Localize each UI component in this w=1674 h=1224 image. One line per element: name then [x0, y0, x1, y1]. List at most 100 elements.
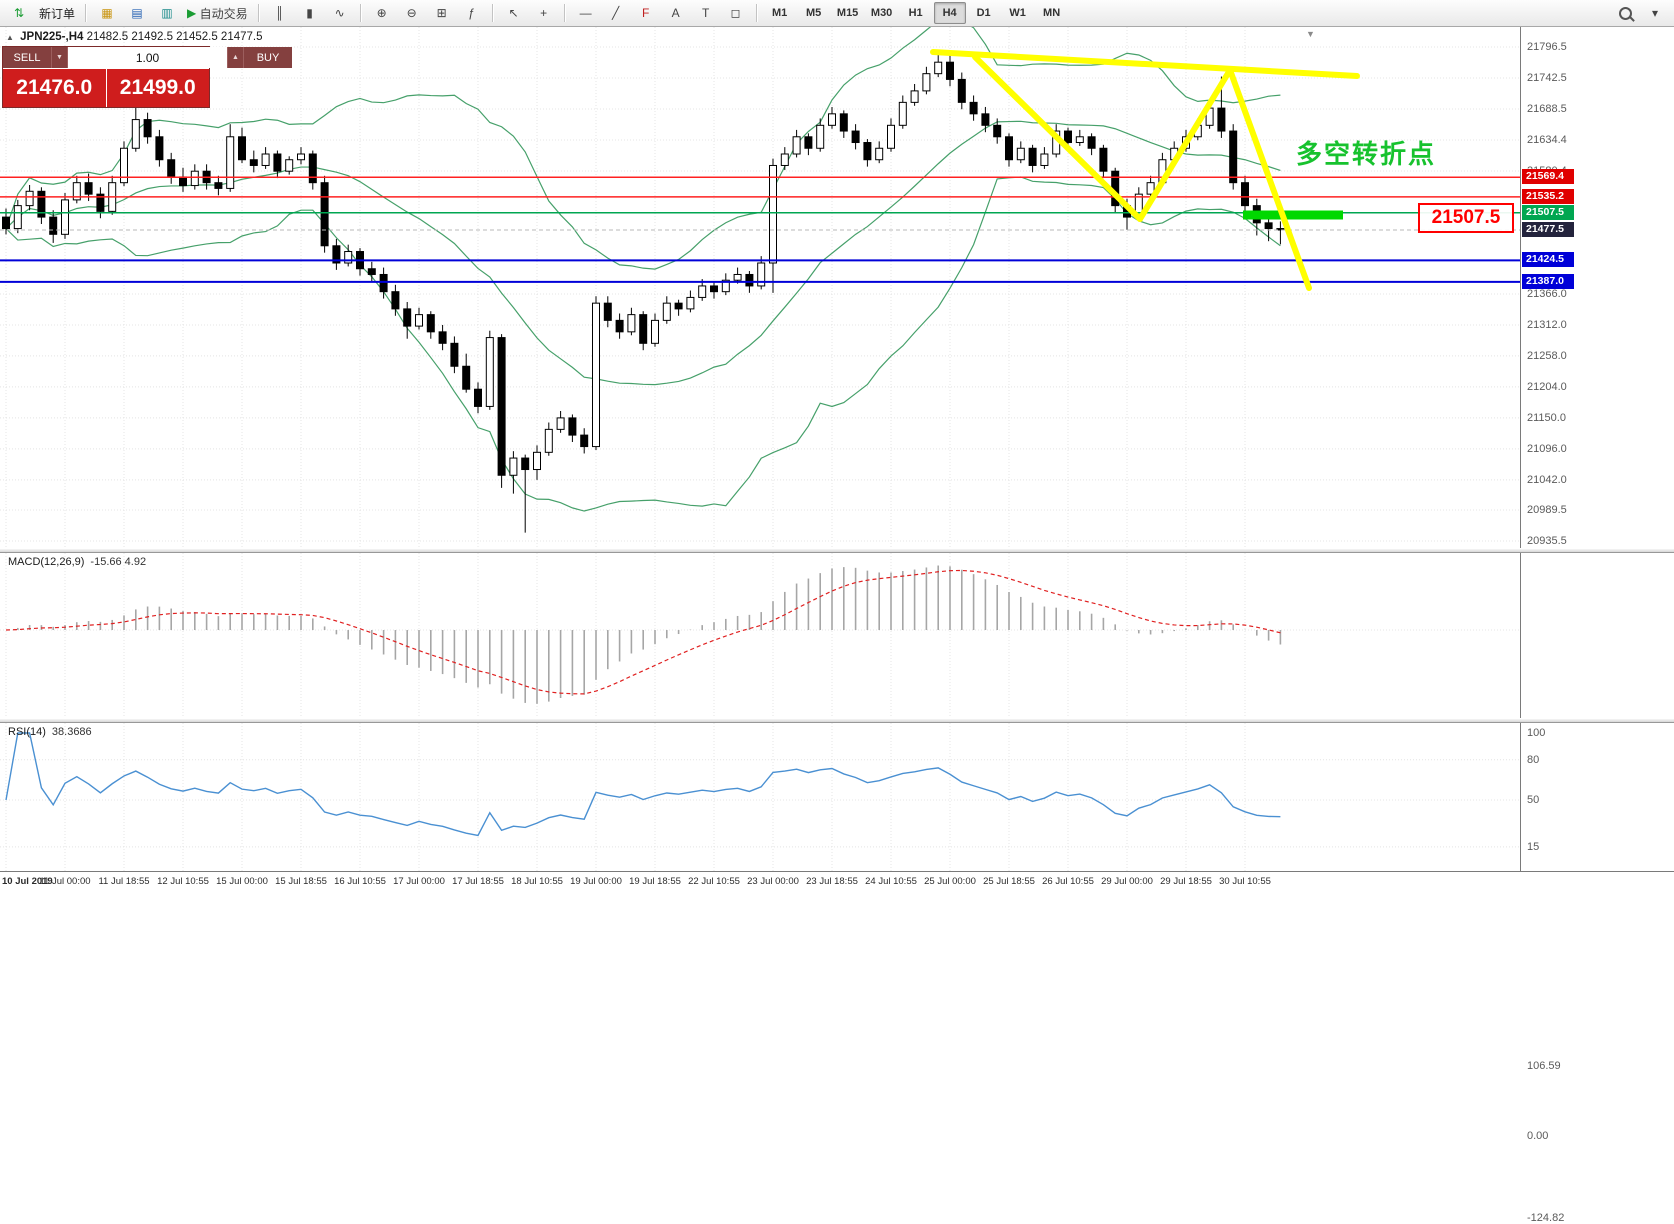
data-window-icon[interactable]: ▥	[161, 6, 173, 20]
time-axis-label: 25 Jul 00:00	[924, 876, 976, 887]
tile-windows-icon[interactable]: ⊞	[436, 6, 447, 20]
time-axis-label: 29 Jul 00:00	[1101, 876, 1153, 887]
timeframe-h1-button[interactable]: H1	[908, 7, 923, 19]
time-axis-label: 17 Jul 00:00	[393, 876, 445, 887]
time-axis-label: 12 Jul 10:55	[157, 876, 209, 887]
time-axis-label: 19 Jul 18:55	[629, 876, 681, 887]
volume-up-button[interactable]: ▲	[227, 47, 244, 68]
macd-tick-label: -124.82	[1527, 1212, 1565, 1224]
time-axis-label: 29 Jul 18:55	[1160, 876, 1212, 887]
symbol-label: JPN225-,H4	[20, 31, 84, 43]
time-axis-label: 15 Jul 18:55	[275, 876, 327, 887]
shapes-icon[interactable]: ◻	[730, 6, 741, 20]
chart-canvas[interactable]	[0, 27, 1520, 871]
macd-tick-label: 0.00	[1527, 1130, 1549, 1143]
timeframe-m30-button[interactable]: M30	[870, 7, 893, 19]
macd-tick-label: 106.59	[1527, 1060, 1561, 1072]
crosshair-icon[interactable]: +	[540, 6, 548, 20]
price-annotation-box: 21507.5	[1418, 203, 1514, 233]
time-axis-label: 23 Jul 00:00	[747, 876, 799, 887]
new-order-icon[interactable]: ⇅	[13, 6, 25, 20]
time-axis-label: 10 Jul 2019	[2, 876, 53, 887]
fibonacci-icon[interactable]: F	[641, 6, 650, 20]
sell-button[interactable]: SELL	[3, 47, 51, 68]
time-axis-label: 11 Jul 18:55	[98, 876, 150, 887]
autotrading-button[interactable]: ▶ 自动交易	[187, 6, 248, 21]
sell-price-button[interactable]: 21476.0	[3, 69, 106, 107]
buy-button[interactable]: BUY	[244, 47, 292, 68]
price-tick-label: 21796.5	[1527, 41, 1567, 53]
zoom-in-icon[interactable]: ⊕	[376, 6, 387, 20]
trendline-icon[interactable]: ╱	[611, 6, 620, 20]
candlestick-icon[interactable]: ▮	[306, 6, 313, 20]
price-tick-label: 21204.0	[1527, 380, 1567, 393]
text-icon[interactable]: A	[671, 6, 680, 20]
line-chart-icon[interactable]: ∿	[334, 6, 345, 20]
toolbar-dropdown-icon[interactable]: ▾	[1651, 6, 1659, 20]
rsi-label: RSI(14) 38.3686	[8, 726, 92, 738]
price-tick-label: 20989.5	[1527, 503, 1567, 516]
zoom-out-icon[interactable]: ⊖	[406, 6, 417, 20]
turning-point-annotation: 多空转折点	[1296, 139, 1437, 169]
time-axis-label: 11 Jul 00:00	[39, 876, 91, 887]
price-tick-label: 21150.0	[1527, 411, 1566, 424]
price-axis: 21796.521742.521688.521634.421580.421366…	[1520, 27, 1674, 1224]
symbol-info: ▲ JPN225-,H4 21482.5 21492.5 21452.5 214…	[6, 31, 263, 43]
time-axis-label: 23 Jul 18:55	[806, 876, 858, 887]
timeframe-w1-button[interactable]: W1	[1009, 7, 1026, 19]
one-click-panel-toggle-icon[interactable]: ▲	[6, 33, 14, 42]
toolbar-separator	[257, 4, 260, 22]
price-tick-label: 21366.0	[1527, 287, 1567, 300]
time-axis-label: 30 Jul 10:55	[1219, 876, 1271, 887]
price-tag-21477.5: 21477.5	[1522, 222, 1574, 237]
rsi-tick-label: 15	[1527, 840, 1540, 853]
timeframe-m5-button[interactable]: M5	[805, 7, 822, 19]
bar-chart-icon[interactable]: ║	[275, 6, 284, 20]
new-order-button[interactable]: 新订单	[39, 6, 76, 21]
timeframe-group: M1 M5 M15 M30 H1 H4 D1 W1 MN	[763, 0, 1069, 26]
price-tick-label: 21742.5	[1527, 71, 1567, 84]
price-tag-21424.5: 21424.5	[1522, 252, 1574, 268]
price-tick-label: 21688.5	[1527, 102, 1567, 115]
volume-input[interactable]	[68, 47, 227, 68]
search-icon[interactable]	[1611, 2, 1639, 24]
main-toolbar: ⇅ 新订单 ▦ ▤ ▥ ▶ 自动交易 ║ ▮ ∿ ⊕ ⊖ ⊞ ƒ ↖ + — ╱…	[0, 0, 1674, 27]
price-tag-21569.4: 21569.4	[1522, 169, 1574, 185]
price-tick-label: 21096.0	[1527, 442, 1567, 455]
price-tag-21535.2: 21535.2	[1522, 188, 1574, 204]
macd-label: MACD(12,26,9) -15.66 4.92	[8, 556, 147, 568]
timeframe-h4-button[interactable]: H4	[933, 2, 966, 24]
macd-panel-splitter[interactable]	[0, 548, 1674, 553]
toolbar-separator	[755, 4, 758, 22]
cursor-icon[interactable]: ↖	[508, 6, 519, 20]
timeframe-m15-button[interactable]: M15	[836, 7, 859, 19]
market-watch-icon[interactable]: ▤	[131, 6, 143, 20]
toolbar-separator	[563, 4, 566, 22]
timeframe-m1-button[interactable]: M1	[771, 7, 788, 19]
timeframe-d1-button[interactable]: D1	[976, 7, 991, 19]
price-tag-21507.5: 21507.5	[1522, 204, 1574, 220]
profile-icon[interactable]: ▦	[101, 6, 113, 20]
timeframe-mn-button[interactable]: MN	[1043, 7, 1061, 19]
buy-price-button[interactable]: 21499.0	[106, 69, 209, 107]
time-axis-label: 22 Jul 10:55	[688, 876, 740, 887]
time-axis-label: 19 Jul 00:00	[570, 876, 622, 887]
rsi-tick-label: 80	[1527, 753, 1540, 766]
price-tick-label: 21634.4	[1527, 133, 1567, 146]
price-tick-label: 21312.0	[1527, 318, 1567, 331]
time-axis-label: 18 Jul 10:55	[511, 876, 563, 887]
rsi-tick-label: 100	[1527, 727, 1546, 739]
chart-shift-marker-icon[interactable]: ▼	[1306, 29, 1315, 39]
hline-icon[interactable]: —	[579, 6, 592, 20]
one-click-trade-panel: SELL ▼ ▲ BUY 21476.0 21499.0	[2, 46, 292, 108]
time-axis-label: 24 Jul 10:55	[865, 876, 917, 887]
label-icon[interactable]: T	[701, 6, 710, 20]
price-tick-label: 21042.0	[1527, 473, 1567, 486]
volume-down-button[interactable]: ▼	[51, 47, 68, 68]
autotrading-play-icon: ▶	[187, 6, 197, 20]
rsi-panel-splitter[interactable]	[0, 718, 1674, 723]
toolbar-separator	[85, 4, 88, 22]
indicators-icon[interactable]: ƒ	[468, 6, 475, 20]
price-tick-label: 20935.5	[1527, 534, 1567, 547]
ohlc-values: 21482.5 21492.5 21452.5 21477.5	[86, 31, 263, 43]
